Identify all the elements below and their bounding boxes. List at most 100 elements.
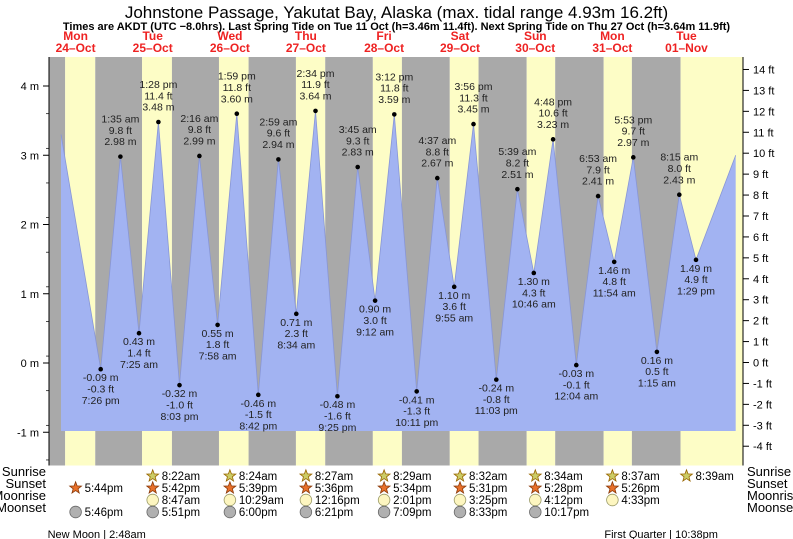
svg-text:1.46 m: 1.46 m [598,265,630,277]
svg-text:5:31pm: 5:31pm [469,483,507,495]
svg-text:7.9 ft: 7.9 ft [586,164,609,176]
svg-text:3.64 m: 3.64 m [299,91,331,103]
svg-text:31–Oct: 31–Oct [592,41,632,55]
svg-text:6:00pm: 6:00pm [239,507,277,519]
svg-text:8.0 ft: 8.0 ft [668,163,691,175]
svg-text:8:22am: 8:22am [162,471,200,483]
svg-text:5 ft: 5 ft [753,253,768,265]
svg-text:11 ft: 11 ft [753,127,774,139]
svg-text:2:59 am: 2:59 am [259,116,297,128]
svg-text:11.4 ft: 11.4 ft [144,90,172,102]
svg-text:-0.09 m: -0.09 m [83,372,119,384]
svg-text:1 m: 1 m [21,289,39,301]
svg-text:30–Oct: 30–Oct [515,41,555,55]
svg-text:8:39am: 8:39am [696,471,734,483]
svg-text:3.6 ft: 3.6 ft [443,301,466,313]
svg-text:1.49 m: 1.49 m [680,263,712,275]
svg-text:-1.6 ft: -1.6 ft [324,411,351,423]
svg-text:11:54 am: 11:54 am [593,288,636,300]
svg-text:9.3 ft: 9.3 ft [346,135,369,147]
svg-text:6:53 am: 6:53 am [579,153,617,165]
svg-text:3.48 m: 3.48 m [142,102,174,114]
svg-text:4.3 ft: 4.3 ft [522,287,545,299]
svg-text:2.67 m: 2.67 m [421,158,453,170]
svg-text:10:11 pm: 10:11 pm [395,417,438,429]
svg-text:3.59 m: 3.59 m [378,94,410,106]
svg-text:-1.3 ft: -1.3 ft [403,406,430,418]
svg-text:8:24am: 8:24am [239,471,277,483]
svg-text:3.23 m: 3.23 m [537,119,569,131]
svg-text:4:48 pm: 4:48 pm [534,96,572,108]
svg-text:6 ft: 6 ft [753,232,768,244]
svg-text:New Moon | 2:48am: New Moon | 2:48am [48,529,146,539]
svg-text:2:34 pm: 2:34 pm [297,68,335,80]
svg-text:11.9 ft: 11.9 ft [301,79,329,91]
svg-text:1.8 ft: 1.8 ft [206,339,229,351]
svg-text:0.71 m: 0.71 m [280,317,312,329]
svg-text:4:33pm: 4:33pm [621,495,659,507]
svg-text:11.3 ft: 11.3 ft [459,92,487,104]
svg-text:2.97 m: 2.97 m [617,137,649,149]
svg-text:9 ft: 9 ft [753,169,768,181]
svg-text:4 ft: 4 ft [753,274,768,286]
svg-text:8:37am: 8:37am [621,471,659,483]
svg-text:Moonset: Moonset [747,500,793,515]
svg-text:8:34am: 8:34am [544,471,582,483]
svg-text:24–Oct: 24–Oct [56,41,96,55]
svg-text:10.6 ft: 10.6 ft [538,108,567,120]
svg-text:5:28pm: 5:28pm [544,483,582,495]
svg-text:-0.03 m: -0.03 m [558,368,594,380]
svg-text:5:36pm: 5:36pm [315,483,353,495]
svg-text:5:34pm: 5:34pm [393,483,431,495]
svg-text:9:55 am: 9:55 am [435,312,473,324]
svg-text:-0.46 m: -0.46 m [240,398,276,410]
svg-text:1:15 am: 1:15 am [638,378,676,390]
svg-text:2:01pm: 2:01pm [393,495,431,507]
svg-text:0.43 m: 0.43 m [123,336,155,348]
svg-text:2.98 m: 2.98 m [104,136,136,148]
svg-text:11:03 pm: 11:03 pm [475,405,518,417]
svg-text:01–Nov: 01–Nov [665,41,708,55]
svg-text:2:16 am: 2:16 am [180,113,218,125]
svg-text:0 m: 0 m [21,358,39,370]
svg-text:-0.1 ft: -0.1 ft [563,379,590,391]
svg-text:3.60 m: 3.60 m [221,93,253,105]
svg-text:5:26pm: 5:26pm [621,483,659,495]
svg-text:8:47am: 8:47am [162,495,200,507]
svg-text:-0.41 m: -0.41 m [399,394,435,406]
svg-text:26–Oct: 26–Oct [210,41,250,55]
svg-text:4.8 ft: 4.8 ft [603,276,626,288]
svg-text:7:09pm: 7:09pm [393,507,431,519]
svg-text:10:29am: 10:29am [239,495,284,507]
svg-text:12:04 am: 12:04 am [554,391,598,403]
svg-text:2.83 m: 2.83 m [342,147,374,159]
svg-text:8.8 ft: 8.8 ft [426,146,449,158]
svg-text:2 m: 2 m [21,220,39,232]
svg-text:4.9 ft: 4.9 ft [684,274,707,286]
svg-text:7:26 pm: 7:26 pm [82,395,120,407]
svg-text:3:45 am: 3:45 am [339,124,377,136]
svg-text:2.94 m: 2.94 m [262,139,294,151]
svg-text:0.16 m: 0.16 m [641,355,673,367]
svg-text:-1.0 ft: -1.0 ft [166,399,193,411]
svg-text:-3 ft: -3 ft [753,420,772,432]
svg-text:8:29am: 8:29am [393,471,431,483]
svg-text:9.8 ft: 9.8 ft [109,125,132,137]
svg-text:25–Oct: 25–Oct [133,41,173,55]
svg-text:2.51 m: 2.51 m [501,169,533,181]
svg-text:-0.24 m: -0.24 m [478,383,514,395]
svg-text:-4 ft: -4 ft [753,441,772,453]
svg-text:8:33pm: 8:33pm [469,507,507,519]
svg-text:3:56 pm: 3:56 pm [455,81,493,93]
svg-text:2.99 m: 2.99 m [183,136,215,148]
svg-text:Moonset: Moonset [0,500,46,515]
svg-text:-1 m: -1 m [17,427,39,439]
svg-text:2 ft: 2 ft [753,316,768,328]
svg-text:8.2 ft: 8.2 ft [506,157,529,169]
svg-text:First Quarter | 10:38pm: First Quarter | 10:38pm [604,529,718,539]
svg-text:5:46pm: 5:46pm [85,507,123,519]
svg-text:9:25 pm: 9:25 pm [318,422,356,434]
svg-text:1:28 pm: 1:28 pm [139,79,177,91]
svg-text:8:03 pm: 8:03 pm [161,411,199,423]
svg-text:1.30 m: 1.30 m [518,276,550,288]
